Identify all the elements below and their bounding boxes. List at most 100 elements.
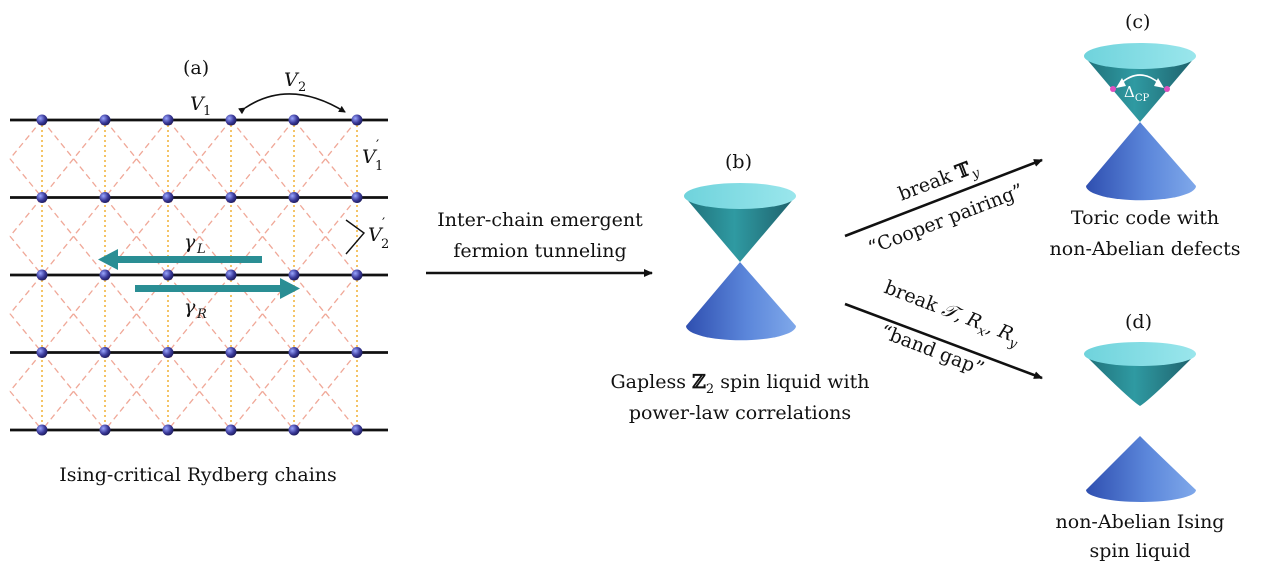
diagonal-bond	[230, 274, 295, 353]
diagonal-bond	[230, 119, 295, 198]
diagonal-bond	[293, 119, 358, 198]
v2-prime-bracket	[345, 219, 366, 255]
arrow-a-to-b: Inter-chain emergent fermion tunneling	[426, 209, 653, 277]
svg-text:V: V	[284, 69, 300, 91]
diagonal-bond	[41, 197, 106, 276]
arrow-a-to-b-line1: Inter-chain emergent	[437, 209, 643, 231]
panel-d-caption-line1: non-Abelian Ising	[1056, 511, 1225, 533]
v1-prime-label: V ′ 1	[362, 138, 383, 174]
panel-c-caption-line1: Toric code with	[1071, 207, 1219, 229]
panel-b-label: (b)	[725, 151, 752, 173]
rydberg-atom	[351, 192, 363, 203]
diagonal-bond	[41, 352, 106, 431]
diagonal-bond	[104, 274, 169, 353]
diagonal-bond	[167, 274, 232, 353]
svg-text:V: V	[368, 224, 384, 246]
diagonal-bond	[293, 274, 358, 353]
gamma-l-arrow	[98, 249, 262, 270]
rydberg-atom	[36, 192, 48, 203]
svg-text:2: 2	[298, 80, 306, 95]
diagonal-bond	[230, 274, 295, 353]
rydberg-lattice	[9, 114, 388, 436]
rydberg-atom	[36, 347, 48, 358]
diagonal-bond	[41, 274, 106, 353]
svg-text:′: ′	[382, 216, 385, 232]
diagonal-bond	[41, 197, 106, 276]
panel-d: (d) non-Abelian Ising spin liquid	[1056, 311, 1225, 562]
diagonal-bond	[167, 352, 232, 431]
diagonal-bond	[9, 119, 43, 160]
diagonal-bond	[41, 352, 106, 431]
diagonal-bond	[293, 352, 358, 431]
rydberg-atom	[99, 114, 111, 126]
v2-prime-label: V ′ 2	[368, 216, 389, 252]
rydberg-atom	[225, 114, 237, 126]
diagonal-bond	[167, 274, 232, 353]
diagonal-bond	[9, 313, 43, 353]
diagonal-bond	[9, 390, 43, 431]
svg-text:γ: γ	[184, 231, 196, 253]
diagonal-bond	[230, 197, 295, 276]
diagonal-bond	[230, 119, 295, 198]
rydberg-atom	[162, 269, 174, 281]
panel-b-caption-line2: power-law correlations	[629, 402, 851, 424]
rydberg-atom	[288, 347, 300, 358]
cp-dot-left	[1110, 86, 1116, 92]
panel-a: (a) V 1 V 2 V ′ 1 V ′ 2 γ	[9, 57, 389, 486]
diagonal-bond	[104, 119, 169, 198]
svg-text:V: V	[190, 93, 206, 115]
rydberg-atom	[288, 424, 300, 436]
svg-text:R: R	[196, 307, 207, 322]
rydberg-atom	[351, 114, 363, 126]
rydberg-atom	[225, 269, 237, 281]
diagonal-bond	[293, 197, 358, 276]
diagonal-bond	[104, 352, 169, 431]
diagonal-bond	[9, 274, 43, 315]
diagonal-bond	[230, 352, 295, 431]
v2-arc-arrow	[238, 93, 346, 115]
gamma-r-arrow	[135, 278, 300, 299]
rydberg-atom	[162, 424, 174, 436]
rydberg-atom	[99, 347, 111, 358]
rydberg-atom	[225, 424, 237, 436]
panel-c: (c) ΔCP Toric code with non-Abelian defe…	[1050, 11, 1241, 260]
diagonal-bond	[293, 274, 358, 353]
arrow-a-to-b-line2: fermion tunneling	[453, 240, 626, 262]
panel-c-label: (c)	[1125, 11, 1150, 33]
panel-b: (b) Gapless ℤ2 spin liquid with power-la…	[610, 151, 869, 424]
rydberg-atom	[162, 114, 174, 126]
diagonal-bond	[104, 119, 169, 198]
svg-text:γ: γ	[184, 296, 196, 318]
diagonal-bond	[9, 158, 43, 198]
rydberg-atom	[36, 114, 48, 126]
arrow-b-to-c: break 𝕋y “Cooper pairing”	[844, 158, 1043, 259]
panel-a-caption: Ising-critical Rydberg chains	[59, 464, 337, 486]
gamma-r-label: γ R	[184, 296, 207, 322]
gapless-dirac-cone	[684, 183, 796, 341]
rydberg-atom	[225, 192, 237, 203]
panel-d-caption-line2: spin liquid	[1089, 540, 1190, 562]
diagonal-bond	[9, 235, 43, 276]
v2-label: V 2	[284, 69, 306, 95]
panel-d-label: (d)	[1125, 311, 1152, 333]
v1-label: V 1	[190, 93, 211, 119]
diagonal-bond	[167, 352, 232, 431]
rydberg-atom	[36, 424, 48, 436]
rydberg-atom	[351, 269, 363, 281]
rydberg-atom	[288, 114, 300, 126]
rydberg-atom	[99, 424, 111, 436]
rydberg-atom	[225, 347, 237, 358]
rydberg-atom	[162, 192, 174, 203]
panel-b-caption-line1: Gapless ℤ2 spin liquid with	[610, 371, 869, 397]
diagonal-bond	[293, 197, 358, 276]
diagonal-bond	[41, 119, 106, 198]
delta-cp-label: ΔCP	[1124, 83, 1149, 104]
cp-dot-right	[1164, 86, 1170, 92]
diagonal-bond	[293, 119, 358, 198]
panel-a-label: (a)	[183, 57, 209, 79]
diagonal-bond	[41, 274, 106, 353]
gapped-cone-pair	[1084, 342, 1196, 502]
panel-c-caption-line2: non-Abelian defects	[1050, 238, 1241, 260]
diagonal-bond	[41, 119, 106, 198]
